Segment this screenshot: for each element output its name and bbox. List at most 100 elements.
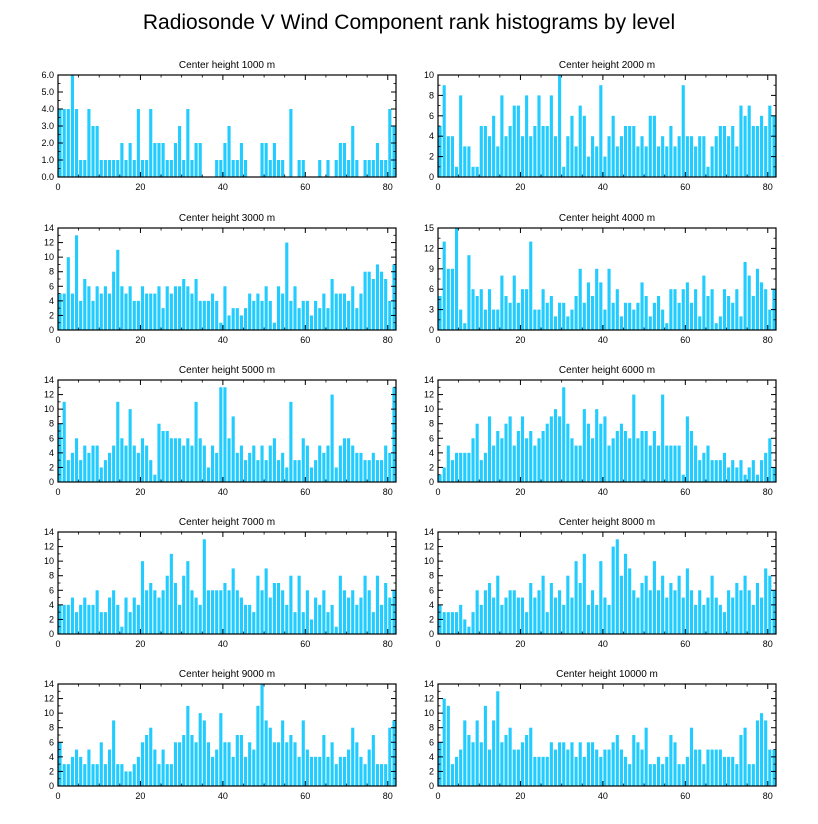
- histogram-bar: [558, 742, 562, 786]
- histogram-bar: [219, 160, 223, 177]
- histogram-bar: [120, 438, 124, 482]
- x-tick-label: 60: [680, 791, 690, 801]
- histogram-bar: [586, 604, 591, 634]
- histogram-bar: [512, 749, 516, 786]
- histogram-bar: [219, 322, 223, 330]
- histogram-bar: [338, 575, 342, 634]
- histogram-bar: [566, 749, 570, 786]
- histogram-bar: [314, 597, 318, 634]
- panel-7: Center height 7000 m 0 20 40 60 80 0 2 4 6 8 10 12 14: [44, 517, 397, 649]
- histogram-bar: [66, 257, 70, 330]
- histogram-bar: [149, 727, 153, 786]
- histogram-bar: [293, 742, 297, 786]
- histogram-bar: [268, 445, 272, 482]
- histogram-bar: [367, 160, 371, 177]
- histogram-bar: [463, 146, 467, 177]
- y-tick-label: 4: [49, 448, 54, 458]
- histogram-bar: [260, 143, 264, 177]
- x-tick-label: 60: [680, 335, 690, 345]
- histogram-bar: [755, 126, 760, 177]
- histogram-bar: [545, 126, 549, 177]
- histogram-bar: [586, 282, 591, 330]
- histogram-bar: [58, 293, 62, 330]
- histogram-bar: [710, 575, 714, 634]
- histogram-bar: [116, 160, 120, 177]
- histogram-bar: [132, 597, 136, 634]
- histogram-bar: [301, 160, 305, 177]
- histogram-bar: [79, 756, 83, 786]
- histogram-bar: [533, 756, 537, 786]
- histogram-bar: [338, 445, 342, 482]
- histogram-bar: [95, 764, 99, 786]
- histogram-bar: [248, 452, 252, 482]
- histogram-bar: [714, 749, 718, 786]
- histogram-bar: [508, 727, 512, 786]
- histogram-bar: [128, 612, 132, 634]
- histogram-bar: [276, 160, 281, 177]
- histogram-bar: [607, 136, 611, 177]
- histogram-bar: [194, 401, 198, 482]
- histogram-bar: [157, 143, 161, 177]
- histogram-bar: [599, 282, 603, 330]
- histogram-bar: [289, 575, 293, 634]
- histogram-bar: [471, 166, 475, 177]
- histogram-bar: [149, 583, 153, 634]
- histogram-bar: [318, 445, 322, 482]
- histogram-bar: [714, 136, 718, 177]
- histogram-bar: [384, 764, 388, 786]
- panel-title: Center height 1000 m: [179, 60, 275, 71]
- histogram-bar: [359, 452, 363, 482]
- histogram-bar: [615, 735, 619, 786]
- histogram-bar: [760, 282, 764, 330]
- histogram-bar: [62, 764, 66, 786]
- histogram-bar: [206, 467, 211, 482]
- histogram-bar: [706, 597, 710, 634]
- histogram-bar: [384, 445, 388, 482]
- histogram-bar: [661, 575, 665, 634]
- y-tick-label: 10: [424, 404, 434, 414]
- histogram-bar: [545, 302, 549, 330]
- histogram-bar: [607, 445, 611, 482]
- x-tick-label: 40: [218, 791, 228, 801]
- histogram-bar: [342, 143, 347, 177]
- histogram-bar: [669, 126, 673, 177]
- y-tick-label: 6: [429, 585, 434, 595]
- histogram-bar: [718, 126, 722, 177]
- y-tick-label: 0.0: [41, 172, 54, 182]
- histogram-bar: [636, 302, 640, 330]
- histogram-bar: [79, 300, 83, 330]
- histogram-bar: [714, 597, 718, 634]
- x-tick-label: 0: [435, 639, 440, 649]
- histogram-bar: [512, 445, 516, 482]
- histogram-bar: [206, 742, 211, 786]
- x-tick-label: 40: [218, 335, 228, 345]
- histogram-bar: [450, 612, 454, 634]
- histogram-bar: [112, 160, 116, 177]
- histogram-bar: [301, 720, 305, 786]
- histogram-bar: [79, 604, 83, 634]
- histogram-bar: [322, 452, 326, 482]
- histogram-bar: [710, 146, 714, 177]
- histogram-bar: [182, 279, 186, 330]
- histogram-bar: [388, 452, 392, 482]
- histogram-bar: [739, 105, 743, 177]
- histogram-bar: [768, 749, 772, 786]
- histogram-bar: [656, 590, 661, 634]
- x-tick-label: 20: [515, 182, 525, 192]
- histogram-bar: [173, 742, 178, 786]
- histogram-bar: [471, 742, 475, 786]
- histogram-bar: [140, 561, 145, 634]
- y-tick-label: 4: [429, 131, 434, 141]
- histogram-bar: [103, 460, 107, 482]
- y-tick-label: 8: [429, 419, 434, 429]
- histogram-bar: [256, 460, 260, 482]
- y-tick-label: 2: [49, 462, 54, 472]
- histogram-bar: [301, 438, 305, 482]
- histogram-bar: [677, 302, 681, 330]
- histogram-bar: [128, 409, 132, 482]
- histogram-bar: [347, 749, 351, 786]
- histogram-bar: [677, 575, 681, 634]
- histogram-bar: [632, 735, 636, 786]
- histogram-bar: [623, 553, 628, 634]
- histogram-bar: [149, 460, 153, 482]
